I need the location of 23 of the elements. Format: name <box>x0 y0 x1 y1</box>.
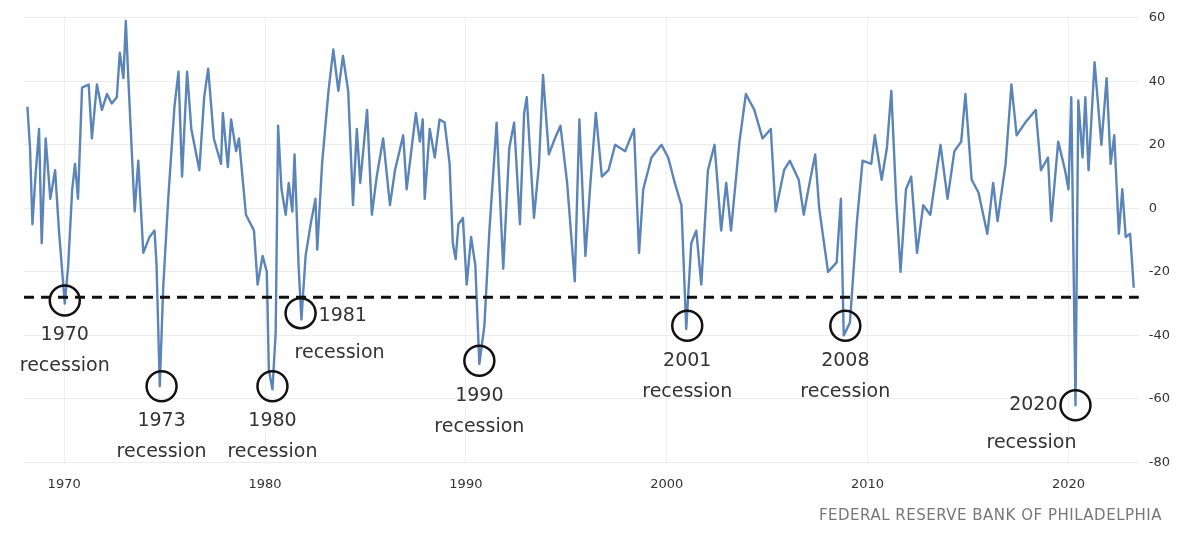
annotation: 1980 recession <box>227 408 318 462</box>
annotation: 2020 recession <box>986 392 1077 453</box>
y-tick-label: 20 <box>1148 136 1166 152</box>
annotation: 1970 recession <box>19 322 110 376</box>
x-tick-label: 2000 <box>650 475 684 491</box>
annotation: 1973 recession <box>116 408 207 462</box>
annotation: 2001 recession <box>642 347 733 401</box>
x-tick-label: 1980 <box>248 475 282 491</box>
x-tick-label: 1990 <box>449 475 483 491</box>
x-tick-label: 2010 <box>851 475 885 491</box>
y-tick-label: -80 <box>1148 453 1170 469</box>
x-tick-label: 1970 <box>47 475 81 491</box>
annotation: 1981 recession <box>294 303 385 363</box>
x-tick-label: 2020 <box>1051 475 1086 491</box>
y-tick-label: -40 <box>1148 326 1170 342</box>
y-tick-label: 0 <box>1148 199 1158 215</box>
text: FEDERAL RESERVE BANK OF PHILADELPHIA <box>817 506 1163 524</box>
y-tick-label: -20 <box>1148 263 1170 279</box>
annotation: 1990 recession <box>434 382 525 436</box>
annotation: 2008 recession <box>800 347 891 401</box>
y-tick-label: -60 <box>1148 390 1170 406</box>
y-tick-label: 40 <box>1148 72 1166 88</box>
y-tick-label: 60 <box>1148 9 1166 25</box>
